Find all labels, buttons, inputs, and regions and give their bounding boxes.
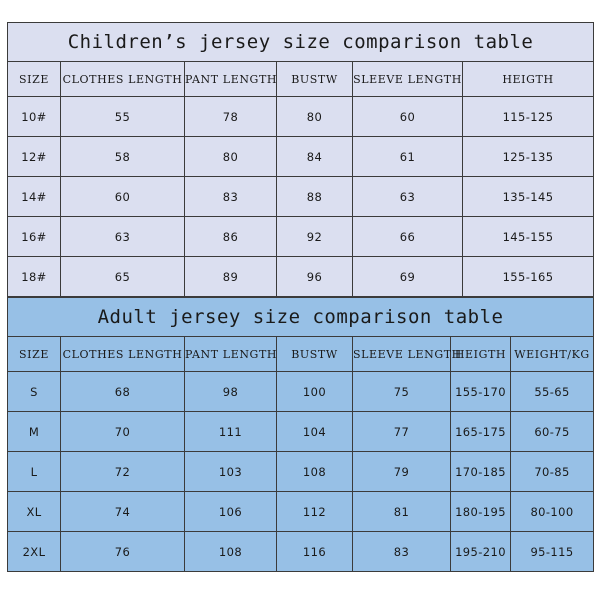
- children-cell-pant-length: 83: [184, 176, 277, 217]
- adult-col-header-size: SIZE: [7, 336, 61, 372]
- table-row: 18# 65 89 96 69 155-165: [7, 256, 595, 297]
- adult-cell-sleeve-length: 79: [352, 451, 451, 492]
- adult-cell-heigth: 180-195: [450, 491, 511, 532]
- children-cell-clothes-length: 58: [60, 136, 185, 177]
- adult-col-header-pant-length: PANT LENGTH: [184, 336, 277, 372]
- adult-cell-weight: 60-75: [509, 411, 595, 452]
- adult-cell-bust: 108: [276, 451, 353, 492]
- adult-cell-bust: 112: [276, 491, 353, 532]
- children-cell-clothes-length: 60: [60, 176, 185, 217]
- adult-cell-size: 2XL: [7, 531, 61, 572]
- adult-cell-sleeve-length: 81: [352, 491, 451, 532]
- adult-cell-sleeve-length: 83: [352, 531, 451, 572]
- table-row: 10# 55 78 80 60 115-125: [7, 96, 595, 137]
- adult-col-header-bust: BUSTW: [276, 336, 353, 372]
- adult-cell-weight: 80-100: [509, 491, 595, 532]
- adult-cell-pant-length: 106: [184, 491, 277, 532]
- children-cell-sleeve-length: 60: [352, 96, 463, 137]
- children-col-header-clothes-length: CLOTHES LENGTH: [60, 61, 185, 97]
- adult-cell-pant-length: 98: [184, 371, 277, 412]
- adult-cell-heigth: 165-175: [450, 411, 511, 452]
- children-cell-sleeve-length: 61: [352, 136, 463, 177]
- adult-cell-sleeve-length: 75: [352, 371, 451, 412]
- children-cell-sleeve-length: 63: [352, 176, 463, 217]
- adult-cell-size: XL: [7, 491, 61, 532]
- adult-cell-pant-length: 108: [184, 531, 277, 572]
- children-cell-sleeve-length: 69: [352, 256, 463, 297]
- adult-cell-pant-length: 111: [184, 411, 277, 452]
- children-cell-sleeve-length: 66: [352, 216, 463, 257]
- children-table-title: Children’s jersey size comparison table: [6, 22, 595, 62]
- adult-cell-weight: 55-65: [509, 371, 595, 412]
- children-col-header-sleeve-length: SLEEVE LENGTH: [352, 61, 463, 97]
- adult-title-row: Adult jersey size comparison table: [6, 297, 595, 337]
- adult-cell-size: S: [7, 371, 61, 412]
- adult-cell-sleeve-length: 77: [352, 411, 451, 452]
- children-cell-pant-length: 86: [184, 216, 277, 257]
- adult-cell-heigth: 195-210: [450, 531, 511, 572]
- adult-cell-size: L: [7, 451, 61, 492]
- adult-table-title: Adult jersey size comparison table: [6, 297, 595, 337]
- children-cell-bust: 88: [276, 176, 353, 217]
- adult-cell-clothes-length: 70: [60, 411, 185, 452]
- children-title-row: Children’s jersey size comparison table: [6, 22, 595, 62]
- adult-cell-bust: 104: [276, 411, 353, 452]
- adult-cell-weight: 95-115: [509, 531, 595, 572]
- children-cell-clothes-length: 65: [60, 256, 185, 297]
- children-cell-size: 16#: [7, 216, 61, 257]
- table-row: L 72 103 108 79 170-185 70-85: [7, 451, 595, 492]
- adult-cell-clothes-length: 72: [60, 451, 185, 492]
- table-row: 2XL 76 108 116 83 195-210 95-115: [7, 531, 595, 572]
- adult-cell-clothes-length: 74: [60, 491, 185, 532]
- table-row: S 68 98 100 75 155-170 55-65: [7, 371, 595, 412]
- children-cell-clothes-length: 63: [60, 216, 185, 257]
- adult-cell-size: M: [7, 411, 61, 452]
- adult-cell-bust: 116: [276, 531, 353, 572]
- children-cell-heigth: 135-145: [461, 176, 595, 217]
- adult-cell-clothes-length: 68: [60, 371, 185, 412]
- adult-cell-pant-length: 103: [184, 451, 277, 492]
- children-cell-size: 18#: [7, 256, 61, 297]
- adult-cell-heigth: 155-170: [450, 371, 511, 412]
- children-cell-bust: 96: [276, 256, 353, 297]
- children-cell-bust: 92: [276, 216, 353, 257]
- children-cell-pant-length: 78: [184, 96, 277, 137]
- children-cell-bust: 80: [276, 96, 353, 137]
- children-cell-size: 14#: [7, 176, 61, 217]
- children-cell-size: 12#: [7, 136, 61, 177]
- children-col-header-bust: BUSTW: [276, 61, 353, 97]
- children-cell-heigth: 125-135: [461, 136, 595, 177]
- children-header-row: SIZE CLOTHES LENGTH PANT LENGTH BUSTW SL…: [7, 61, 595, 97]
- children-cell-heigth: 155-165: [461, 256, 595, 297]
- adult-size-table: Adult jersey size comparison table SIZE …: [6, 297, 595, 572]
- adult-cell-weight: 70-85: [509, 451, 595, 492]
- adult-col-header-clothes-length: CLOTHES LENGTH: [60, 336, 185, 372]
- adult-header-row: SIZE CLOTHES LENGTH PANT LENGTH BUSTW SL…: [7, 336, 595, 372]
- adult-col-header-heigth: HEIGTH: [450, 336, 511, 372]
- children-cell-pant-length: 80: [184, 136, 277, 177]
- children-cell-bust: 84: [276, 136, 353, 177]
- children-col-header-size: SIZE: [7, 61, 61, 97]
- children-cell-heigth: 145-155: [461, 216, 595, 257]
- table-row: 12# 58 80 84 61 125-135: [7, 136, 595, 177]
- table-row: M 70 111 104 77 165-175 60-75: [7, 411, 595, 452]
- children-size-table: Children’s jersey size comparison table …: [6, 22, 595, 297]
- children-col-header-heigth: HEIGTH: [461, 61, 595, 97]
- table-row: 14# 60 83 88 63 135-145: [7, 176, 595, 217]
- table-row: 16# 63 86 92 66 145-155: [7, 216, 595, 257]
- children-cell-heigth: 115-125: [461, 96, 595, 137]
- adult-cell-clothes-length: 76: [60, 531, 185, 572]
- adult-col-header-sleeve-length: SLEEVE LENGTH: [352, 336, 461, 372]
- children-cell-size: 10#: [7, 96, 61, 137]
- adult-col-header-weight: WEIGHT/KG: [509, 336, 595, 372]
- size-tables-container: Children’s jersey size comparison table …: [6, 22, 595, 572]
- children-cell-pant-length: 89: [184, 256, 277, 297]
- children-col-header-pant-length: PANT LENGTH: [184, 61, 277, 97]
- adult-cell-heigth: 170-185: [450, 451, 511, 492]
- table-row: XL 74 106 112 81 180-195 80-100: [7, 491, 595, 532]
- children-cell-clothes-length: 55: [60, 96, 185, 137]
- adult-cell-bust: 100: [276, 371, 353, 412]
